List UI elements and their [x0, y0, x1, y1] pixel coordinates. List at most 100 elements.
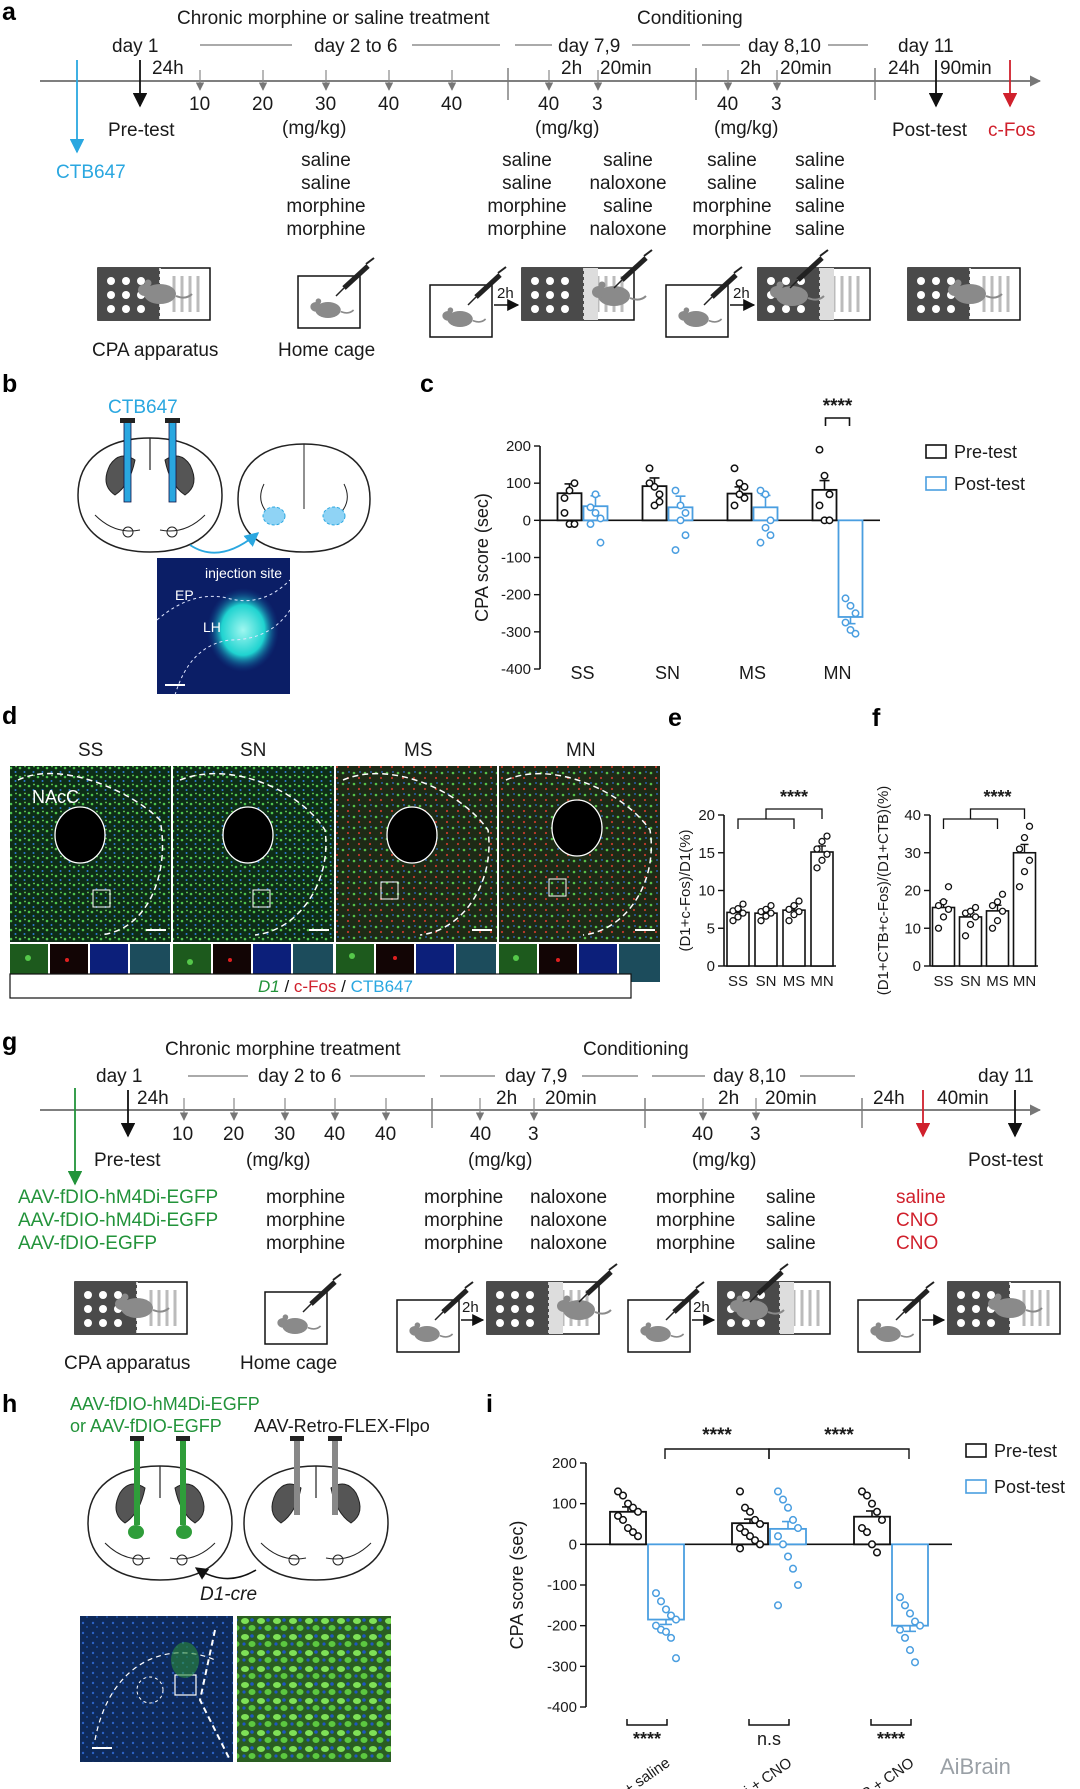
data-point: [767, 901, 775, 910]
data-point: [872, 1507, 882, 1516]
a-c2b-2: saline: [795, 196, 845, 217]
data-point: [795, 897, 803, 905]
category-label: MN: [810, 973, 833, 990]
a-c1b-3: naloxone: [589, 219, 666, 240]
significance-label-2: ****: [824, 1425, 854, 1446]
chart-f: 0 10 20 30 40 (D1+CTB+c-Fos)/(D1+CTB)(%) SS SN M…: [875, 786, 1038, 995]
chart-c: 200 100 0 -100 -200 -300 -400 CPA score (sec) SS…: [472, 396, 880, 683]
h-micrograph-left: [80, 1616, 233, 1762]
data-point: [813, 864, 821, 872]
a-th-3: morphine: [286, 219, 365, 240]
y-tick-label: 40: [904, 807, 921, 824]
g-dose-ticks: [179, 1098, 761, 1121]
a-dose-ticks: [195, 70, 782, 91]
a-dose-1: 10: [189, 94, 210, 115]
significance-bracket-right: [765, 808, 823, 819]
g-24h-2: 24h: [873, 1088, 905, 1109]
g-day79: day 7,9: [505, 1066, 567, 1087]
data-point: [939, 913, 948, 921]
data-point: [988, 901, 997, 910]
category-label: MN: [824, 663, 852, 683]
b-lh: LH: [203, 619, 221, 635]
c-legend-post-swatch: [925, 476, 947, 491]
a-cpa-post-icon: [906, 266, 1022, 322]
a-c2a-3: morphine: [692, 219, 771, 240]
data-point: [1025, 856, 1034, 864]
data-point: [676, 516, 685, 525]
y-tick-label: -200: [501, 587, 531, 604]
data-point: [1020, 834, 1029, 842]
data-point: [740, 494, 749, 502]
data-point: [655, 497, 664, 506]
g-cpa-apparatus: CPA apparatus: [64, 1353, 190, 1374]
significance-bracket-left: [942, 818, 999, 829]
data-point: [905, 1609, 915, 1618]
a-c2a-2: morphine: [692, 196, 771, 217]
a-posttest: Post-test: [892, 120, 968, 141]
y-tick-label: 15: [698, 845, 715, 862]
data-point: [934, 901, 943, 910]
g-2h-2: 2h: [718, 1088, 739, 1109]
data-point: [755, 1519, 765, 1529]
data-point: [993, 917, 1002, 925]
panel-label-c: c: [420, 370, 434, 398]
data-point: [651, 1589, 661, 1598]
category-label: MS: [986, 973, 1009, 990]
g-2h-arrow-2: 2h: [693, 1299, 710, 1316]
g-day11: day 11: [978, 1066, 1034, 1087]
data-point: [862, 1528, 872, 1537]
a-90min: 90min: [940, 58, 992, 79]
data-point: [767, 909, 775, 917]
a-c1b-1: naloxone: [589, 173, 666, 194]
data-point: [867, 1499, 877, 1508]
data-point: [939, 898, 948, 906]
a-20min-2: 20min: [780, 58, 832, 79]
data-point: [633, 1507, 643, 1516]
data-point: [645, 464, 654, 473]
significance-bracket: [824, 417, 851, 426]
category-label: hM4Di + saline: [582, 1754, 673, 1789]
category-label: MS: [739, 663, 766, 683]
c-legend-pre-swatch: [925, 444, 947, 459]
data-point: [755, 1540, 765, 1549]
a-dose-c2b: 3: [771, 94, 782, 115]
data-point: [993, 898, 1002, 906]
y-tick-label: 20: [904, 883, 921, 900]
g-cpa-cond2-icon: [716, 1264, 832, 1336]
y-tick-label: 0: [707, 958, 715, 975]
data-point: [773, 1601, 783, 1610]
data-point: [790, 901, 798, 910]
data-point: [586, 503, 595, 512]
h-micrograph-right: [237, 1616, 391, 1762]
g-40min: 40min: [937, 1088, 989, 1109]
h-d1cre: D1-cre: [200, 1584, 257, 1605]
data-point: [671, 1615, 681, 1624]
data-point: [872, 1548, 882, 1557]
d-img-sn: SN: [173, 740, 334, 942]
data-point: [650, 482, 659, 491]
y-tick-label: 200: [552, 1455, 577, 1472]
significance-label: ****: [823, 396, 853, 417]
data-point: [761, 490, 770, 499]
data-point: [818, 856, 826, 864]
a-days2to6: day 2 to 6: [314, 36, 397, 57]
g-syringe-cage-2: [627, 1282, 704, 1353]
a-th-0: saline: [301, 150, 351, 171]
data-point: [788, 1564, 798, 1573]
y-tick-label: 30: [904, 845, 921, 862]
pair-bracket: [626, 1719, 668, 1726]
data-point: [846, 601, 855, 610]
data-point: [966, 907, 975, 915]
g-c2a-2: morphine: [656, 1233, 735, 1254]
a-c1a-3: morphine: [487, 219, 566, 240]
g-20min-1: 20min: [545, 1088, 597, 1109]
data-point: [825, 490, 834, 499]
g-c2a-0: morphine: [656, 1187, 735, 1208]
a-day79: day 7,9: [558, 36, 620, 57]
data-point: [666, 1633, 676, 1642]
significance-bracket-right: [969, 808, 1026, 819]
data-point: [1015, 883, 1024, 891]
data-point: [1025, 822, 1034, 830]
data-point: [910, 1617, 920, 1626]
data-point: [628, 1528, 638, 1537]
